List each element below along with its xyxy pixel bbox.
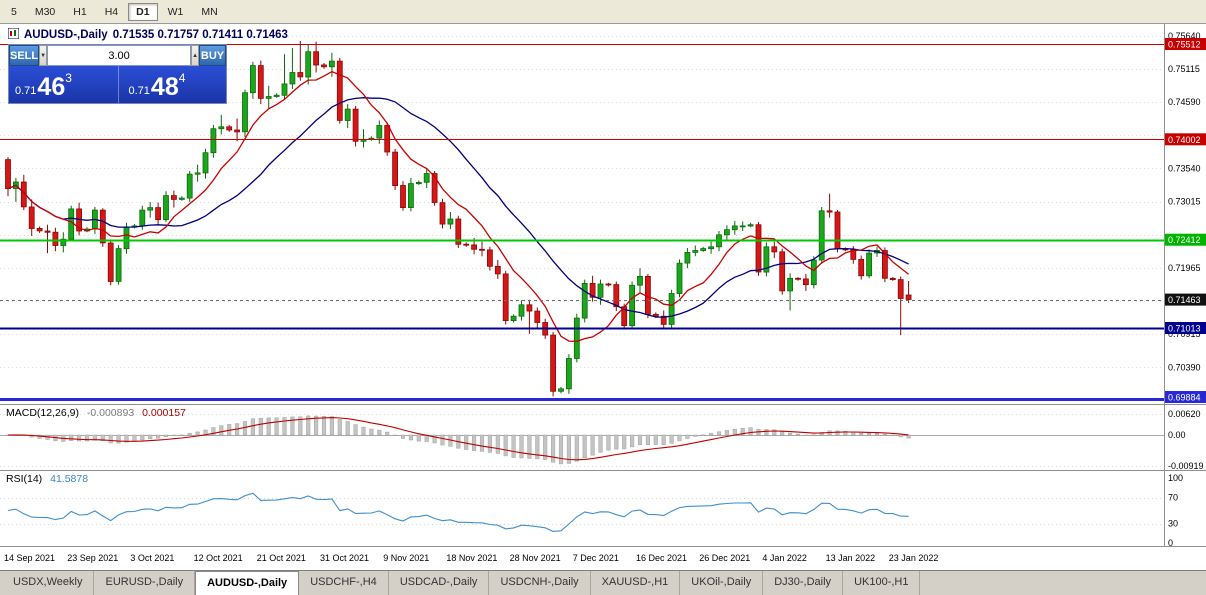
svg-text:0.74002: 0.74002 (1168, 135, 1201, 145)
svg-text:26 Dec 2021: 26 Dec 2021 (699, 553, 750, 563)
tab-usdcnh-daily[interactable]: USDCNH-,Daily (489, 571, 591, 595)
svg-text:9 Nov 2021: 9 Nov 2021 (383, 553, 429, 563)
time-axis[interactable]: 14 Sep 2021 23 Sep 2021 3 Oct 2021 12 Oct 2… (4, 553, 938, 563)
svg-text:18 Nov 2021: 18 Nov 2021 (446, 553, 497, 563)
svg-text:0.73015: 0.73015 (1168, 197, 1201, 207)
period-button-h1[interactable]: H1 (65, 3, 94, 21)
tab-ukoil-daily[interactable]: UKOil-,Daily (680, 571, 764, 595)
macd-gridlines (0, 414, 1164, 467)
bid-ask-row: 0.71 46 3 0.71 48 4 (9, 66, 226, 103)
period-button-d1[interactable]: D1 (128, 2, 158, 21)
svg-text:70: 70 (1168, 493, 1178, 503)
period-button-w1[interactable]: W1 (160, 3, 192, 21)
svg-text:0.75512: 0.75512 (1168, 40, 1201, 50)
svg-text:3 Oct 2021: 3 Oct 2021 (130, 553, 174, 563)
svg-text:23 Jan 2022: 23 Jan 2022 (889, 553, 939, 563)
chevron-down-icon: ▼ (40, 52, 47, 59)
svg-text:30: 30 (1168, 519, 1178, 529)
svg-text:0.72412: 0.72412 (1168, 235, 1201, 245)
svg-text:7 Dec 2021: 7 Dec 2021 (573, 553, 619, 563)
svg-text:23 Sep 2021: 23 Sep 2021 (67, 553, 118, 563)
macd-label: MACD(12,26,9) (6, 407, 79, 419)
chart-ohlc-values: 0.71535 0.71757 0.71411 0.71463 (112, 29, 288, 41)
svg-text:0.75115: 0.75115 (1168, 64, 1200, 74)
tab-usdcad-daily[interactable]: USDCAD-,Daily (389, 571, 490, 595)
tab-uk100-h1[interactable]: UK100-,H1 (843, 571, 921, 595)
rsi-line (7, 492, 909, 532)
one-click-trading-panel: SELL ▼ ▲ BUY 0.71 46 3 0.71 48 4 (8, 44, 227, 104)
macd-main-value: -0.000893 (86, 407, 135, 419)
chart-icon (7, 27, 20, 42)
buy-button[interactable]: BUY (199, 45, 226, 66)
tab-dj30-daily[interactable]: DJ30-,Daily (763, 571, 844, 595)
bid-prefix: 0.71 (15, 85, 37, 97)
period-button-h4[interactable]: H4 (97, 3, 126, 21)
period-button-m30[interactable]: M30 (27, 3, 63, 21)
rsi-gridlines (0, 498, 1164, 525)
bid-price[interactable]: 0.71 46 3 (9, 66, 118, 103)
horizontal-level-lines[interactable] (0, 43, 1164, 401)
svg-text:13 Jan 2022: 13 Jan 2022 (826, 553, 876, 563)
svg-text:0.00620: 0.00620 (1168, 409, 1201, 419)
macd-histogram (5, 415, 911, 465)
svg-text:28 Nov 2021: 28 Nov 2021 (510, 553, 561, 563)
ask-pipette: 4 (178, 71, 186, 85)
svg-text:14 Sep 2021: 14 Sep 2021 (4, 553, 55, 563)
ma-20-line (7, 97, 909, 318)
tab-xauusd-h1[interactable]: XAUUSD-,H1 (591, 571, 681, 595)
price-axis[interactable]: 0.75640 0.75115 0.74590 0.73540 0.73015 0.719… (1165, 31, 1206, 548)
rsi-label: RSI(14) (6, 473, 43, 485)
svg-text:0.69884: 0.69884 (1168, 393, 1201, 403)
panel-separators (0, 24, 1206, 547)
svg-text:0.71463: 0.71463 (1168, 295, 1201, 305)
macd-signal-line (7, 417, 909, 461)
svg-text:100: 100 (1168, 473, 1183, 483)
svg-text:12 Oct 2021: 12 Oct 2021 (194, 553, 243, 563)
trade-controls-row: SELL ▼ ▲ BUY (9, 45, 226, 66)
svg-text:4 Jan 2022: 4 Jan 2022 (762, 553, 807, 563)
svg-text:-0.00919: -0.00919 (1168, 461, 1204, 471)
chart-title: AUDUSD-,Daily 0.71535 0.71757 0.71411 0.… (7, 27, 288, 42)
volume-input[interactable] (47, 45, 192, 66)
chart-symbol-label: AUDUSD-,Daily (24, 29, 108, 41)
svg-text:0: 0 (1168, 538, 1173, 548)
svg-text:0.74590: 0.74590 (1168, 97, 1201, 107)
svg-text:0.71965: 0.71965 (1168, 263, 1201, 273)
bid-pipette: 3 (65, 71, 72, 85)
chevron-up-icon: ▲ (192, 52, 199, 59)
chart-canvas[interactable]: 0.756400.751150.745900.735400.730150.719… (0, 24, 1206, 570)
macd-signal-value: 0.000157 (142, 407, 186, 419)
volume-increase-button[interactable]: ▲ (191, 45, 200, 66)
sell-button[interactable]: SELL (9, 45, 40, 66)
period-toolbar: 5 M30 H1 H4 D1 W1 MN (0, 0, 1206, 24)
svg-text:0.70390: 0.70390 (1168, 362, 1201, 372)
svg-text:0.00: 0.00 (1168, 430, 1186, 440)
ask-prefix: 0.71 (128, 85, 150, 97)
svg-text:16 Dec 2021: 16 Dec 2021 (636, 553, 687, 563)
tab-audusd-daily[interactable]: AUDUSD-,Daily (195, 571, 300, 595)
chart-tabbar: USDX,Weekly EURUSD-,Daily AUDUSD-,Daily … (0, 570, 1206, 595)
rsi-title: RSI(14) 41.5878 (6, 473, 88, 485)
svg-text:0.71013: 0.71013 (1168, 324, 1201, 334)
svg-text:0.70915: 0.70915 (1168, 329, 1201, 339)
rsi-value: 41.5878 (50, 473, 89, 485)
ask-big-digits: 48 (150, 73, 179, 101)
tab-usdx-weekly[interactable]: USDX,Weekly (2, 571, 95, 595)
svg-text:21 Oct 2021: 21 Oct 2021 (257, 553, 306, 563)
period-button-m5[interactable]: 5 (3, 3, 25, 21)
svg-text:0.73540: 0.73540 (1168, 164, 1201, 174)
bid-big-digits: 46 (37, 73, 66, 101)
volume-decrease-button[interactable]: ▼ (39, 45, 48, 66)
svg-text:31 Oct 2021: 31 Oct 2021 (320, 553, 369, 563)
period-button-mn[interactable]: MN (193, 3, 225, 21)
svg-text:0.75640: 0.75640 (1168, 31, 1201, 41)
ask-price[interactable]: 0.71 48 4 (117, 66, 227, 103)
ma-8-line (7, 70, 910, 342)
tab-eurusd-daily[interactable]: EURUSD-,Daily (94, 571, 196, 595)
macd-title: MACD(12,26,9) -0.000893 0.000157 (6, 407, 186, 419)
tab-usdchf-h4[interactable]: USDCHF-,H4 (299, 571, 389, 595)
